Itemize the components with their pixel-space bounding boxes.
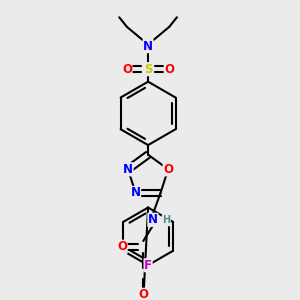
Text: O: O xyxy=(117,240,127,253)
Text: S: S xyxy=(144,63,152,76)
Text: N: N xyxy=(131,186,141,200)
Text: O: O xyxy=(122,63,132,76)
Text: N: N xyxy=(123,163,133,176)
Text: O: O xyxy=(138,288,148,300)
Text: H: H xyxy=(162,215,170,225)
Text: N: N xyxy=(143,40,153,52)
Text: F: F xyxy=(144,259,152,272)
Text: O: O xyxy=(163,163,173,176)
Text: N: N xyxy=(148,213,158,226)
Text: O: O xyxy=(164,63,174,76)
